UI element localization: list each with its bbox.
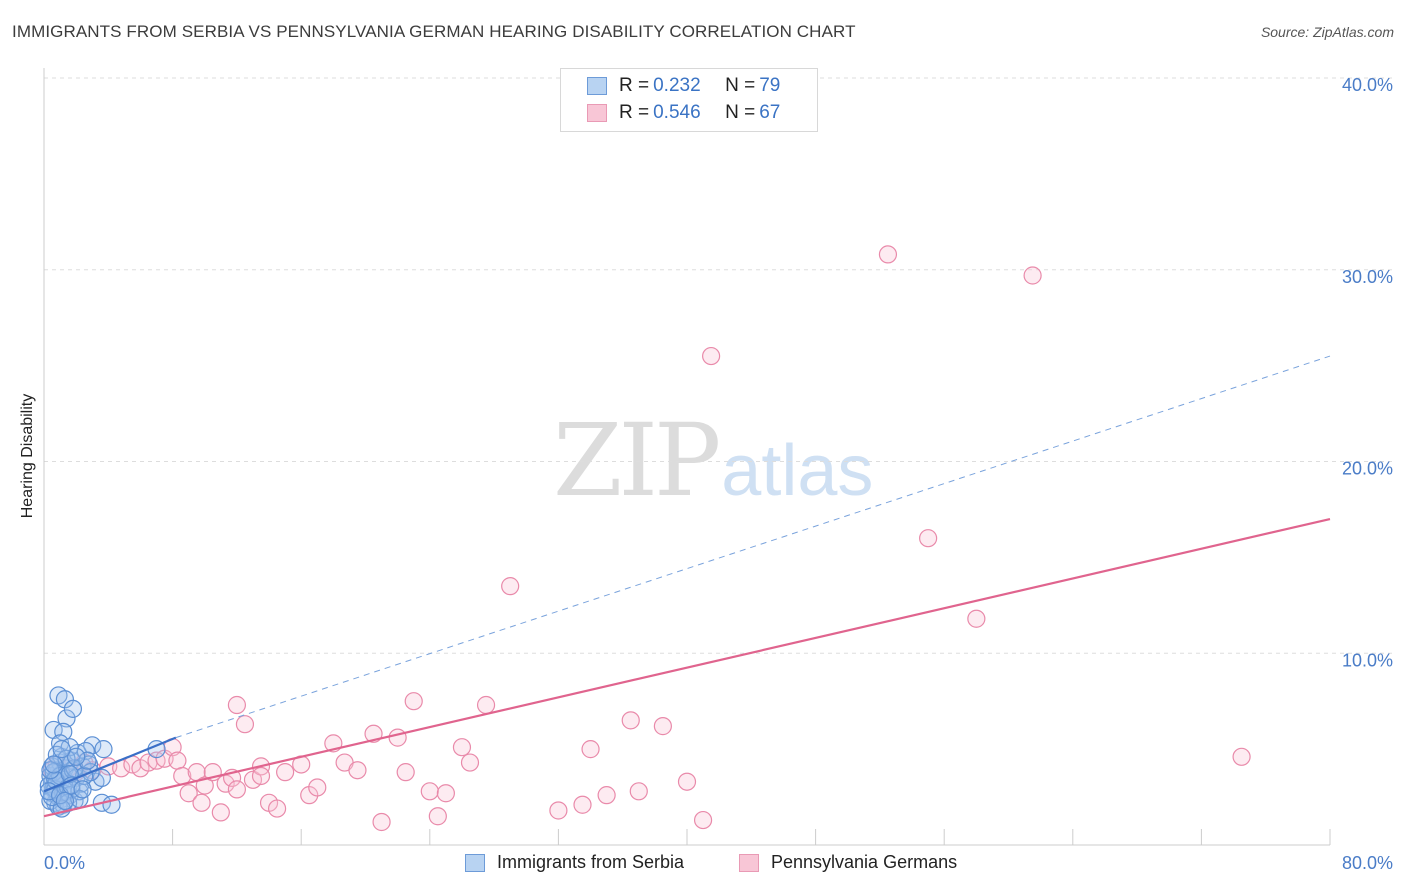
pa-german-point — [372, 812, 391, 832]
pa-german-point — [420, 782, 439, 801]
pa-german-point — [573, 795, 592, 814]
serbia-point — [52, 740, 71, 759]
pa-german-point — [549, 801, 568, 820]
pa-german-point — [452, 738, 472, 757]
pa-german-point — [597, 786, 616, 805]
pa-german-point — [693, 810, 713, 830]
pa-german-point — [653, 717, 672, 736]
watermark-zip: ZIP — [553, 402, 721, 519]
chart-title: IMMIGRANTS FROM SERBIA VS PENNSYLVANIA G… — [12, 22, 856, 41]
source-label: Source: ZipAtlas.com — [1260, 24, 1394, 40]
x-tick-label: 0.0% — [44, 853, 85, 873]
bottom-legend-pa-german: Pennsylvania Germans — [739, 852, 957, 873]
y-tick-label: 10.0% — [1342, 650, 1393, 670]
serbia-point — [57, 709, 76, 728]
serbia-point — [55, 791, 74, 810]
pa-german-trend-line — [43, 517, 1331, 818]
stats-legend: R = 0.232 N = 79 R = 0.546 N = 67 — [560, 68, 818, 132]
pa-german-point — [192, 793, 211, 812]
pa-german-point — [621, 711, 640, 730]
pa-german-point — [227, 780, 246, 799]
pa-german-point — [211, 803, 230, 822]
pa-german-point — [677, 772, 697, 791]
pa-german-point — [428, 807, 447, 826]
bottom-legend-serbia: Immigrants from Serbia — [465, 852, 684, 873]
serbia-point — [41, 761, 60, 780]
pa-german-point — [967, 609, 986, 628]
pa-german-point — [878, 245, 898, 264]
serbia-point — [92, 768, 111, 787]
pa-german-point — [581, 740, 600, 759]
serbia-point — [44, 755, 63, 774]
y-tick-label: 40.0% — [1342, 75, 1393, 95]
legend-row-pa-german: R = 0.546 N = 67 — [587, 100, 780, 126]
legend-r-value: 0.546 — [653, 102, 701, 123]
serbia-trend-extension — [175, 355, 1331, 739]
serbia-point — [47, 745, 66, 764]
pa-german-point — [501, 577, 520, 596]
bottom-swatch-pink — [739, 853, 759, 872]
serbia-point — [67, 747, 86, 766]
pa-german-point — [276, 763, 295, 782]
pa-german-point — [267, 799, 287, 818]
legend-row-serbia: R = 0.232 N = 79 — [587, 73, 780, 99]
legend-r-value: 0.232 — [653, 75, 701, 96]
y-tick-label: 20.0% — [1342, 459, 1393, 479]
watermark-atlas: atlas — [721, 431, 874, 511]
legend-r-label: R = — [619, 75, 650, 96]
pa-german-point — [179, 784, 198, 803]
pa-german-point — [404, 692, 423, 711]
pa-german-point — [388, 728, 407, 747]
pa-german-point — [1023, 266, 1042, 285]
pa-german-point — [919, 529, 938, 548]
serbia-point — [94, 740, 113, 759]
pa-german-point — [460, 753, 480, 772]
pa-german-point — [476, 695, 496, 715]
bottom-legend-label: Pennsylvania Germans — [771, 852, 958, 872]
bottom-swatch-blue — [465, 853, 485, 872]
pa-german-point — [1232, 747, 1251, 766]
legend-swatch-blue — [587, 77, 607, 95]
pa-german-point — [251, 766, 271, 786]
serbia-point — [63, 699, 83, 718]
pa-german-point — [396, 763, 415, 782]
legend-r-label: R = — [619, 102, 650, 123]
watermark: ZIPatlas — [553, 402, 873, 519]
serbia-point — [78, 751, 97, 770]
pa-german-point — [436, 784, 455, 803]
legend-n-label: N = — [725, 75, 756, 96]
pa-german-point — [308, 778, 327, 797]
pa-german-point — [235, 715, 255, 734]
legend-n-label: N = — [725, 102, 756, 123]
pa-german-point — [195, 776, 214, 795]
y-tick-label: 30.0% — [1342, 267, 1393, 287]
x-tick-label: 80.0% — [1342, 853, 1393, 873]
legend-n-value: 67 — [759, 102, 781, 123]
pa-german-point — [227, 695, 246, 715]
bottom-legend-label: Immigrants from Serbia — [497, 852, 685, 872]
pa-german-point — [629, 782, 648, 801]
pa-german-point — [348, 761, 367, 780]
legend-swatch-pink — [587, 104, 607, 122]
serbia-point — [73, 780, 92, 799]
legend-n-value: 79 — [759, 75, 781, 96]
pa-german-point — [702, 346, 721, 366]
pa-german-point — [168, 751, 187, 770]
serbia-trend-line — [43, 736, 177, 793]
